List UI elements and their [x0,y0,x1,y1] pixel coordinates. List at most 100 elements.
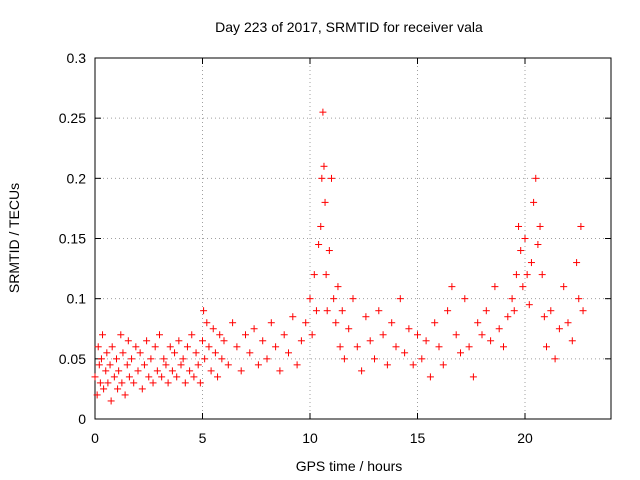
data-point [115,367,123,375]
data-point [422,337,430,345]
data-point [119,349,127,357]
data-point [340,355,348,363]
data-point [143,337,151,345]
data-point [147,355,155,363]
data-point [495,325,503,333]
data-point [308,331,316,339]
data-point [168,367,176,375]
data-point [218,355,226,363]
data-point [306,295,314,303]
data-point [474,319,482,327]
data-point [358,367,366,375]
data-point [312,307,320,315]
data-point [414,331,421,339]
data-point [330,295,338,303]
data-point [164,379,172,387]
y-axis-label: SRMTID / TECUs [6,183,22,293]
data-point [517,247,525,255]
data-point [325,247,333,255]
chart-title: Day 223 of 2017, SRMTID for receiver val… [215,19,483,35]
data-point [555,325,563,333]
data-points [91,108,587,405]
data-point [371,355,378,363]
data-point [224,361,232,369]
data-point [94,343,102,351]
data-point [392,343,400,351]
data-point [379,331,387,339]
data-point [104,379,112,387]
data-point [431,319,439,327]
data-point [209,325,217,333]
data-point [220,337,228,345]
data-point [153,367,161,375]
data-point [113,355,120,363]
data-point [525,301,533,309]
data-point [136,349,144,357]
data-point [405,325,413,333]
data-point [396,295,404,303]
data-point [321,198,329,206]
data-point [320,162,328,170]
data-point [568,337,576,345]
data-point [534,241,542,249]
data-point [134,367,142,375]
data-point [510,307,518,315]
data-point [128,355,136,363]
data-point [469,373,477,381]
data-point [151,343,159,351]
data-point [130,379,138,387]
data-point [125,373,133,381]
data-point [259,337,267,345]
data-point [166,343,174,351]
data-point [171,349,179,357]
data-point [140,361,148,369]
data-point [444,307,452,315]
data-point [482,307,490,315]
data-point [334,283,342,291]
data-point [310,271,318,279]
data-point [418,355,426,363]
data-point [201,355,209,363]
data-point [317,222,325,230]
data-point [272,343,280,351]
data-point [530,198,538,206]
data-point [177,361,185,369]
data-point [162,361,170,369]
data-point [214,373,222,381]
data-point [318,174,326,182]
data-point [211,349,219,357]
data-point [250,325,258,333]
data-point [362,313,370,321]
data-point [349,295,357,303]
data-point [106,361,114,369]
data-point [575,295,583,303]
data-point [401,349,409,357]
data-point [160,355,168,363]
data-point [297,337,305,345]
data-point [332,319,340,327]
data-point [504,313,512,321]
data-point [289,313,297,321]
x-tick-label: 0 [91,430,99,446]
data-point [560,283,568,291]
data-point [345,325,353,333]
y-tick-label: 0.15 [59,231,86,247]
x-tick-label: 20 [517,430,533,446]
data-point [323,307,331,315]
data-point [336,343,344,351]
data-point [527,259,535,267]
data-point [487,337,495,345]
data-point [183,343,191,351]
data-point [577,222,585,230]
data-point [205,343,213,351]
data-point [353,343,361,351]
data-point [452,331,460,339]
data-point [200,307,208,315]
data-point [319,108,327,116]
data-point [540,313,548,321]
data-point [564,319,572,327]
data-point [573,259,581,267]
data-point [95,361,103,369]
y-tick-label: 0.2 [67,170,87,186]
x-tick-label: 5 [199,430,207,446]
